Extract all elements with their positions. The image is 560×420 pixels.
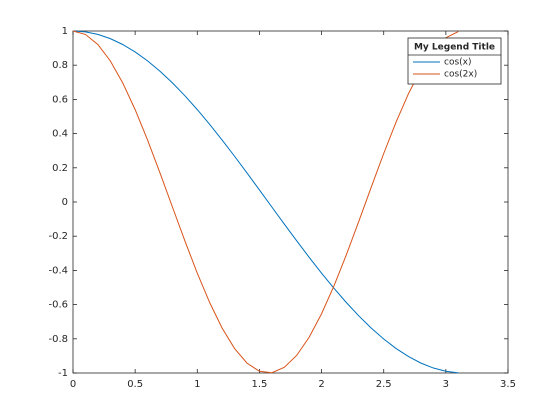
y-tick-label: -0.4 [48, 265, 68, 276]
legend-label: cos(2x) [444, 70, 477, 80]
x-tick-label: 3 [443, 379, 449, 390]
y-tick-label: 0.8 [52, 60, 68, 71]
y-tick-label: 0.6 [52, 94, 68, 105]
axes-box [72, 30, 509, 374]
y-tick-label: -0.8 [48, 334, 68, 345]
x-tick-label: 1.5 [251, 379, 267, 390]
y-tick-label: -0.6 [48, 300, 68, 311]
x-tick-label: 3.5 [500, 379, 516, 390]
line-series [72, 30, 459, 374]
line-series [72, 30, 459, 374]
y-tick-label: 0.2 [52, 163, 68, 174]
y-tick-label: 0 [62, 197, 68, 208]
x-tick-label: 1 [194, 379, 200, 390]
y-tick-label: -0.2 [48, 231, 68, 242]
y-tick-label: 1 [62, 26, 68, 37]
legend-title: My Legend Title [414, 43, 495, 53]
legend-label: cos(x) [444, 58, 472, 68]
y-tick-label: -1 [58, 368, 68, 379]
x-tick-label: 2.5 [376, 379, 392, 390]
legend-box [407, 37, 502, 85]
x-tick-label: 2 [318, 379, 324, 390]
y-tick-label: 0.4 [52, 129, 68, 140]
x-tick-label: 0.5 [127, 379, 143, 390]
x-tick-label: 0 [70, 379, 76, 390]
